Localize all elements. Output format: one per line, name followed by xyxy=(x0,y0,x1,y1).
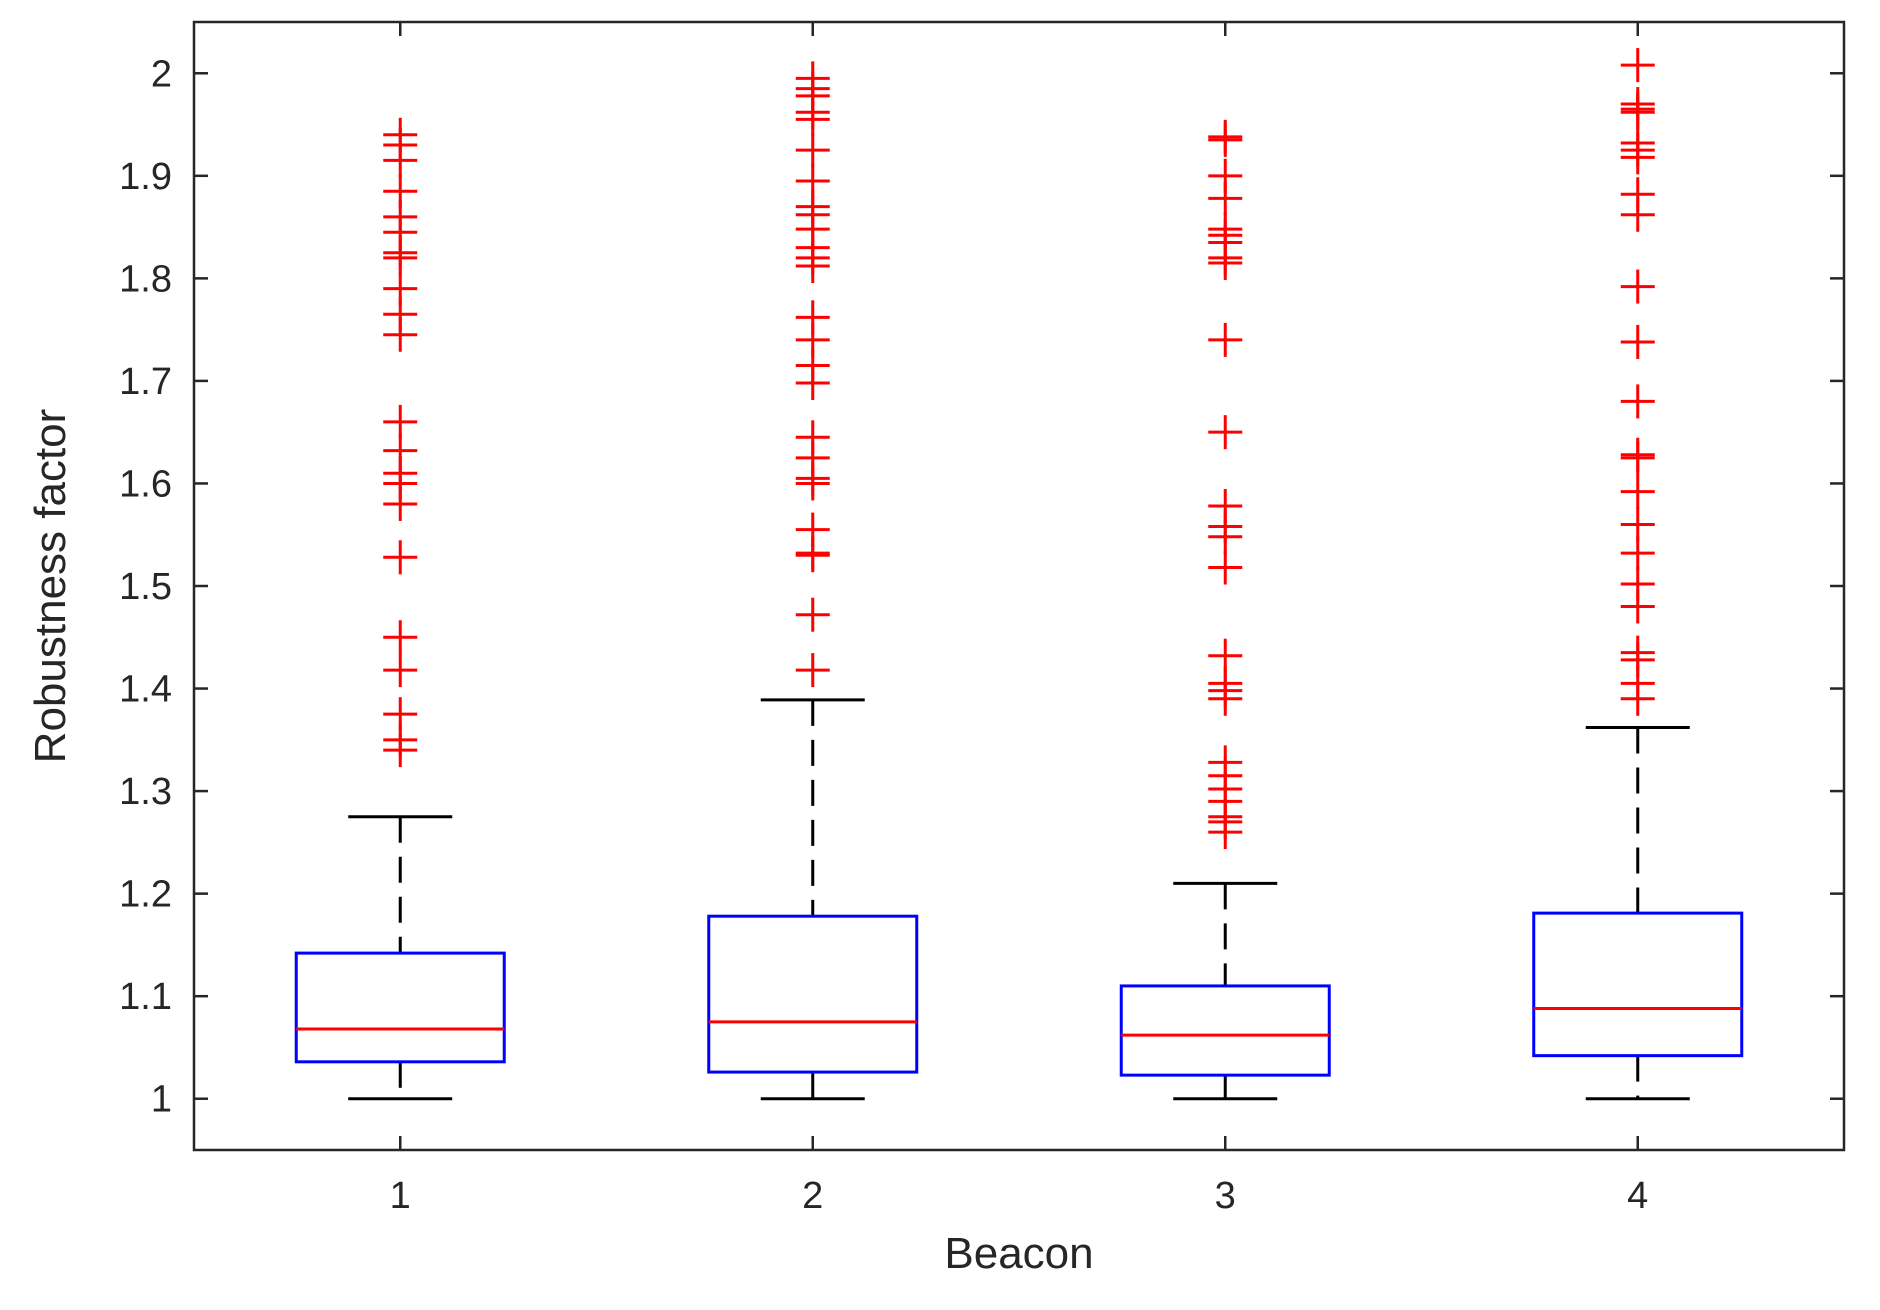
outlier-point xyxy=(1208,158,1243,193)
box-group-3 xyxy=(1119,119,1331,1101)
x-tick-label: 1 xyxy=(390,1175,411,1217)
box-series xyxy=(294,48,1744,1101)
box-group-1 xyxy=(294,117,506,1101)
outlier-point xyxy=(383,620,418,655)
outlier-point xyxy=(795,512,830,547)
outlier-point xyxy=(383,117,418,152)
outlier-point xyxy=(1208,550,1243,585)
y-tick-label: 2 xyxy=(151,53,172,95)
x-axis-title: Beacon xyxy=(944,1229,1093,1278)
iqr-box xyxy=(707,914,919,1074)
outlier-point xyxy=(1620,324,1655,359)
x-tick-label: 3 xyxy=(1215,1175,1236,1217)
outlier-point xyxy=(1208,415,1243,450)
outlier-point xyxy=(383,433,418,468)
iqr-box xyxy=(1532,911,1744,1058)
outlier-point xyxy=(1208,489,1243,524)
outlier-point xyxy=(1620,87,1655,122)
x-tick-label: 2 xyxy=(802,1175,823,1217)
outlier-point xyxy=(795,133,830,168)
iqr-box xyxy=(1119,984,1331,1077)
outlier-point xyxy=(383,653,418,688)
outlier-point xyxy=(1620,384,1655,419)
outlier-point xyxy=(1208,212,1243,247)
outlier-point xyxy=(383,174,418,209)
iqr-box xyxy=(294,951,506,1064)
outlier-point xyxy=(1620,177,1655,212)
outlier-point xyxy=(1620,269,1655,304)
outlier-point xyxy=(1208,638,1243,673)
outlier-point xyxy=(1620,635,1655,670)
y-tick-label: 1.7 xyxy=(119,361,172,403)
outlier-point xyxy=(383,697,418,732)
outlier-point xyxy=(383,404,418,439)
outlier-point xyxy=(383,540,418,575)
box-group-2 xyxy=(707,61,919,1101)
y-tick-label: 1.2 xyxy=(119,874,172,916)
outlier-point xyxy=(795,61,830,96)
outlier-point xyxy=(1208,745,1243,780)
outlier-point xyxy=(795,300,830,335)
outlier-point xyxy=(1208,322,1243,357)
y-tick-label: 1.8 xyxy=(119,258,172,300)
outlier-point xyxy=(795,420,830,455)
x-tick-label: 4 xyxy=(1627,1175,1648,1217)
outlier-point xyxy=(1620,566,1655,601)
y-tick-label: 1 xyxy=(151,1079,172,1121)
outlier-point xyxy=(1208,119,1243,154)
y-tick-label: 1.1 xyxy=(119,976,172,1018)
outlier-point xyxy=(1620,48,1655,83)
y-axis: 1 1.1 1.2 1.3 1.4 1.5 1.6 1.7 1.8 1.9 2 xyxy=(119,53,1844,1121)
y-tick-label: 1.3 xyxy=(119,771,172,813)
outlier-point xyxy=(1620,507,1655,542)
y-axis-title: Robustness factor xyxy=(26,409,75,764)
outlier-point xyxy=(1620,437,1655,472)
y-tick-label: 1.9 xyxy=(119,156,172,198)
y-tick-label: 1.5 xyxy=(119,566,172,608)
outlier-point xyxy=(1620,126,1655,161)
y-tick-label: 1.4 xyxy=(119,669,172,711)
box-group-4 xyxy=(1532,48,1744,1101)
outlier-point xyxy=(795,597,830,632)
outlier-point xyxy=(1620,536,1655,571)
outlier-point xyxy=(383,271,418,306)
outlier-point xyxy=(795,163,830,198)
outlier-point xyxy=(1620,474,1655,509)
y-tick-label: 1.6 xyxy=(119,463,172,505)
outlier-point xyxy=(795,653,830,688)
x-axis: 1 2 3 4 xyxy=(390,22,1648,1217)
